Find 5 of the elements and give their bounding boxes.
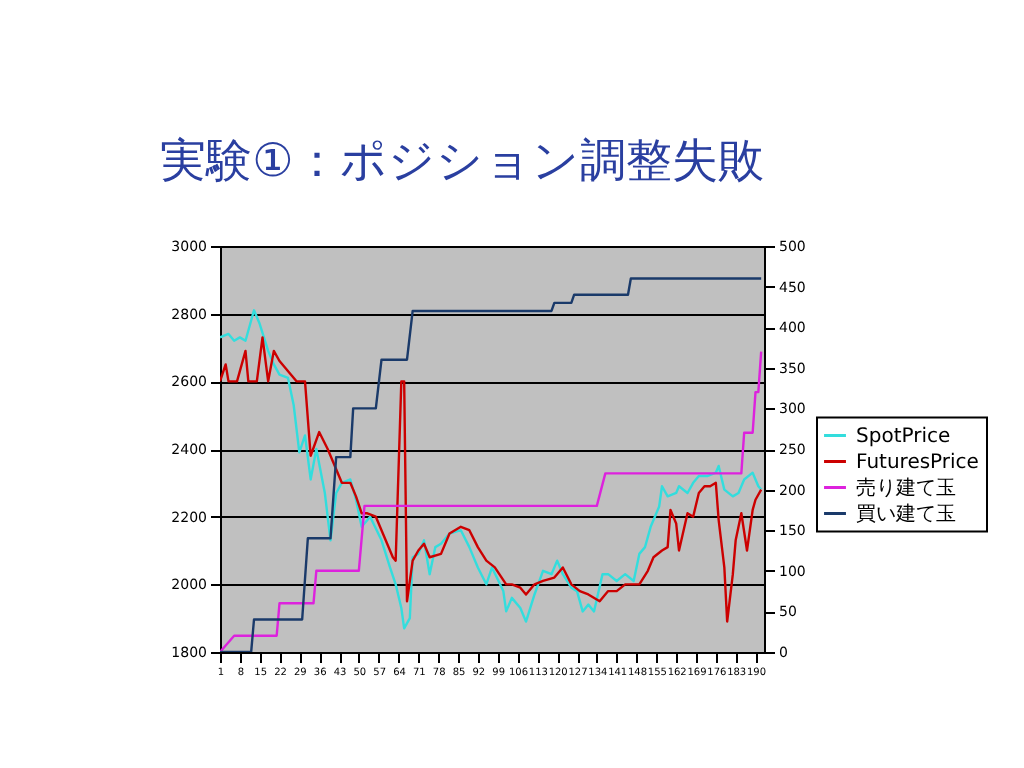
legend-label: SpotPrice (856, 425, 951, 448)
legend-label: 売り建て玉 (856, 475, 956, 500)
chart-title: 実験①：ポジション調整失敗 (160, 136, 764, 188)
legend-label: FuturesPrice (856, 451, 979, 474)
legend-label: 買い建て玉 (856, 501, 956, 526)
